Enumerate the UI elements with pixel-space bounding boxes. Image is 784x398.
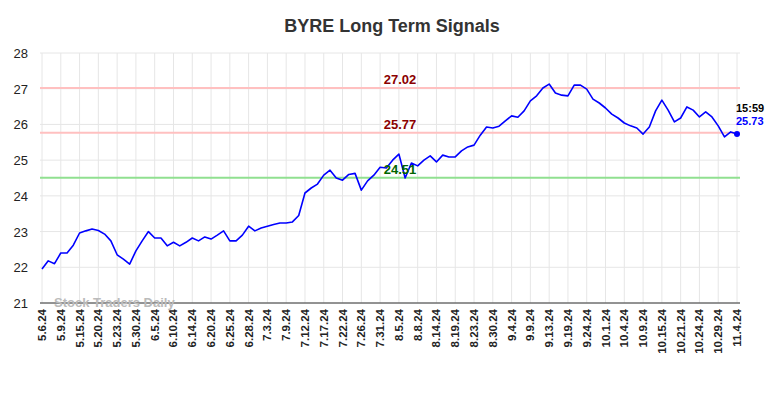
x-tick-label: 11.4.24 xyxy=(731,308,743,346)
last-point xyxy=(734,131,740,137)
x-tick-label: 8.8.24 xyxy=(412,308,424,341)
chart: BYRE Long Term Signals 21 22 23 24 25 26 27 28 5.… xyxy=(0,0,784,398)
x-tick-label: 5.23.24 xyxy=(111,308,123,347)
watermark: Stock Traders Daily xyxy=(54,295,175,310)
reference-line xyxy=(40,87,740,89)
x-tick-label: 10.1.24 xyxy=(600,308,612,347)
x-tick-label: 9.13.24 xyxy=(543,308,555,347)
y-tick-label: 23 xyxy=(14,225,28,240)
x-tick-label: 6.10.24 xyxy=(167,308,179,347)
x-tick-label: 7.31.24 xyxy=(374,308,386,347)
x-tick-label: 9.9.24 xyxy=(524,308,536,341)
last-time: 15:59 xyxy=(736,102,764,114)
x-tick-label: 10.4.24 xyxy=(618,308,630,347)
reference-line xyxy=(40,132,740,134)
y-tick-label: 21 xyxy=(14,296,28,311)
x-tick-label: 8.30.24 xyxy=(487,308,499,347)
x-tick-label: 8.14.24 xyxy=(430,308,442,347)
x-tick-label: 7.12.24 xyxy=(299,308,311,347)
x-tick-label: 10.29.24 xyxy=(712,308,724,353)
grid-line xyxy=(40,53,740,54)
grid-line xyxy=(40,195,740,196)
x-tick-label: 6.14.24 xyxy=(186,308,198,347)
x-tick-label: 9.24.24 xyxy=(581,308,593,347)
grid-line xyxy=(40,88,740,89)
grid-line xyxy=(40,267,740,268)
plot-area xyxy=(40,84,740,269)
x-tick-label: 9.19.24 xyxy=(562,308,574,347)
y-tick-label: 22 xyxy=(14,260,28,275)
x-tick-label: 5.9.24 xyxy=(55,308,67,341)
x-tick-label: 7.9.24 xyxy=(280,308,292,341)
x-tick-label: 10.21.24 xyxy=(675,308,687,353)
x-tick-label: 5.6.24 xyxy=(36,308,48,341)
x-tick-label: 9.4.24 xyxy=(506,308,518,341)
x-tick-label: 6.20.24 xyxy=(205,308,217,347)
y-tick-label: 28 xyxy=(14,46,28,61)
y-tick-label: 26 xyxy=(14,117,28,132)
x-tick-label: 8.5.24 xyxy=(393,308,405,341)
grid-line xyxy=(40,231,740,232)
x-tick-label: 7.3.24 xyxy=(261,308,273,341)
x-tick-label: 7.22.24 xyxy=(337,308,349,347)
y-tick-label: 25 xyxy=(14,153,28,168)
x-tick-label: 5.20.24 xyxy=(92,308,104,347)
x-tick-label: 6.28.24 xyxy=(243,308,255,347)
reference-label: 25.77 xyxy=(384,117,417,132)
grid-line xyxy=(40,160,740,161)
title: BYRE Long Term Signals xyxy=(284,16,500,36)
x-tick-label: 7.17.24 xyxy=(318,308,330,347)
x-tick-label: 7.26.24 xyxy=(355,308,367,347)
y-tick-label: 27 xyxy=(14,82,28,97)
x-tick-label: 6.5.24 xyxy=(149,308,161,341)
x-tick-label: 5.15.24 xyxy=(74,308,86,347)
price-line xyxy=(42,84,737,269)
x-tick-label: 6.25.24 xyxy=(224,308,236,347)
x-tick-label: 10.15.24 xyxy=(656,308,668,353)
y-tick-label: 24 xyxy=(14,189,28,204)
x-tick-label: 10.24.24 xyxy=(693,308,705,353)
x-tick-label: 5.30.24 xyxy=(130,308,142,347)
x-tick-label: 8.23.24 xyxy=(468,308,480,347)
x-tick-label: 10.9.24 xyxy=(637,308,649,347)
reference-label: 24.51 xyxy=(384,162,417,177)
x-tick-label: 8.19.24 xyxy=(449,308,461,347)
last-value: 25.73 xyxy=(736,115,764,127)
reference-line xyxy=(40,177,740,179)
reference-label: 27.02 xyxy=(384,72,417,87)
background xyxy=(0,0,784,398)
